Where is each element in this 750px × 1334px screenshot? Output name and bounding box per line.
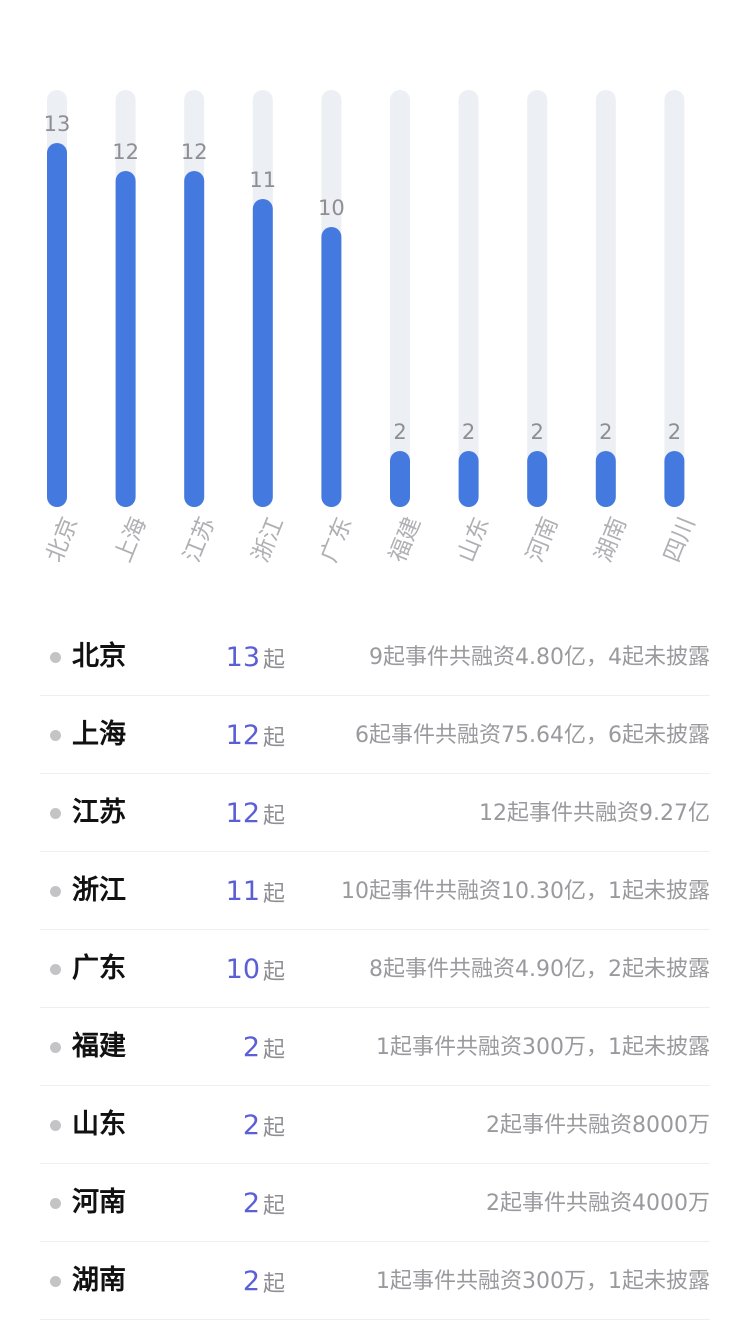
count-unit: 起 xyxy=(263,1272,286,1297)
bar-track xyxy=(390,90,410,507)
funding-description: 8起事件共融资4.90亿，2起未披露 xyxy=(369,957,710,982)
province-name: 河南 xyxy=(72,1187,126,1218)
province-name: 江苏 xyxy=(72,797,126,828)
bar-track xyxy=(458,90,479,507)
bullet-dot xyxy=(50,1120,61,1131)
data-label: 2 xyxy=(668,420,681,444)
province-bar-chart: 13 北京 12 上海 12 江苏 11 浙江 10 广东 2 福建 2 山东 2 河南 2 湖南 2 四川 xyxy=(42,90,701,566)
count-unit: 起 xyxy=(263,1194,286,1219)
list-item[interactable]: 浙江 11 起 10起事件共融资10.30亿，1起未披露 xyxy=(40,852,710,930)
count-unit: 起 xyxy=(263,804,286,829)
category-label: 浙江 xyxy=(248,514,289,566)
funding-description: 2起事件共融资4000万 xyxy=(486,1191,710,1216)
bar-track xyxy=(527,90,548,507)
data-label: 12 xyxy=(112,140,139,164)
list-item[interactable]: 广东 10 起 8起事件共融资4.90亿，2起未披露 xyxy=(40,930,710,1008)
bar-山东[interactable] xyxy=(458,451,479,507)
category-label: 上海 xyxy=(110,514,151,566)
event-count: 10 xyxy=(225,954,260,985)
bullet-dot xyxy=(50,1198,61,1209)
funding-description: 12起事件共融资9.27亿 xyxy=(479,801,710,826)
bullet-dot xyxy=(50,730,61,741)
data-label: 10 xyxy=(318,196,345,220)
funding-description: 1起事件共融资300万，1起未披露 xyxy=(376,1269,710,1294)
category-label: 福建 xyxy=(385,514,426,566)
data-label: 2 xyxy=(599,420,612,444)
bullet-dot xyxy=(50,652,61,663)
event-count: 12 xyxy=(225,798,260,829)
bar-河南[interactable] xyxy=(527,451,548,507)
data-label: 11 xyxy=(249,168,276,192)
data-label: 2 xyxy=(462,420,475,444)
province-name: 浙江 xyxy=(72,875,126,906)
category-label: 广东 xyxy=(316,514,357,566)
bar-江苏[interactable] xyxy=(184,171,205,507)
bar-track xyxy=(595,90,616,507)
list-item[interactable]: 湖南 2 起 1起事件共融资300万，1起未披露 xyxy=(40,1242,710,1320)
bullet-dot xyxy=(50,886,61,897)
count-unit: 起 xyxy=(263,1116,286,1141)
list-item[interactable]: 福建 2 起 1起事件共融资300万，1起未披露 xyxy=(40,1008,710,1086)
funding-description: 6起事件共融资75.64亿，6起未披露 xyxy=(355,723,710,748)
category-label: 北京 xyxy=(42,514,83,566)
funding-description: 2起事件共融资8000万 xyxy=(486,1113,710,1138)
event-count: 13 xyxy=(225,642,260,673)
bullet-dot xyxy=(50,1042,61,1053)
province-name: 北京 xyxy=(72,641,126,672)
list-item[interactable]: 河南 2 起 2起事件共融资4000万 xyxy=(40,1164,710,1242)
list-item[interactable]: 上海 12 起 6起事件共融资75.64亿，6起未披露 xyxy=(40,696,710,774)
province-name: 广东 xyxy=(72,953,126,984)
province-name: 湖南 xyxy=(72,1265,126,1296)
province-name: 山东 xyxy=(72,1109,126,1140)
data-label: 13 xyxy=(44,112,71,136)
count-unit: 起 xyxy=(263,960,286,985)
event-count: 11 xyxy=(225,876,260,907)
count-unit: 起 xyxy=(263,648,286,673)
province-list: 北京 13 起 9起事件共融资4.80亿，4起未披露 上海 12 起 6起事件共融资75.64… xyxy=(40,618,710,1320)
category-label: 湖南 xyxy=(591,514,632,566)
category-label: 四川 xyxy=(659,514,700,566)
data-label: 12 xyxy=(181,140,208,164)
event-count: 12 xyxy=(225,720,260,751)
bar-track xyxy=(664,90,685,507)
bar-广东[interactable] xyxy=(321,227,342,507)
list-item[interactable]: 北京 13 起 9起事件共融资4.80亿，4起未披露 xyxy=(40,618,710,696)
bar-福建[interactable] xyxy=(390,451,410,507)
bullet-dot xyxy=(50,964,61,975)
event-count: 2 xyxy=(242,1188,260,1219)
data-label: 2 xyxy=(531,420,544,444)
event-count: 2 xyxy=(242,1032,260,1063)
bar-四川[interactable] xyxy=(664,451,685,507)
funding-description: 10起事件共融资10.30亿，1起未披露 xyxy=(341,879,710,904)
category-label: 河南 xyxy=(522,514,563,566)
bullet-dot xyxy=(50,808,61,819)
category-label: 山东 xyxy=(453,514,494,566)
province-name: 上海 xyxy=(72,719,126,750)
count-unit: 起 xyxy=(263,726,286,751)
bar-上海[interactable] xyxy=(115,171,136,507)
data-label: 2 xyxy=(393,420,406,444)
count-unit: 起 xyxy=(263,1038,286,1063)
event-count: 2 xyxy=(242,1110,260,1141)
bar-浙江[interactable] xyxy=(252,199,273,507)
funding-description: 9起事件共融资4.80亿，4起未披露 xyxy=(369,645,710,670)
category-label: 江苏 xyxy=(179,514,220,566)
count-unit: 起 xyxy=(263,882,286,907)
province-name: 福建 xyxy=(72,1031,126,1062)
bullet-dot xyxy=(50,1276,61,1287)
bar-湖南[interactable] xyxy=(595,451,616,507)
list-item[interactable]: 江苏 12 起 12起事件共融资9.27亿 xyxy=(40,774,710,852)
bar-北京[interactable] xyxy=(47,143,67,507)
list-item[interactable]: 山东 2 起 2起事件共融资8000万 xyxy=(40,1086,710,1164)
event-count: 2 xyxy=(242,1266,260,1297)
funding-description: 1起事件共融资300万，1起未披露 xyxy=(376,1035,710,1060)
